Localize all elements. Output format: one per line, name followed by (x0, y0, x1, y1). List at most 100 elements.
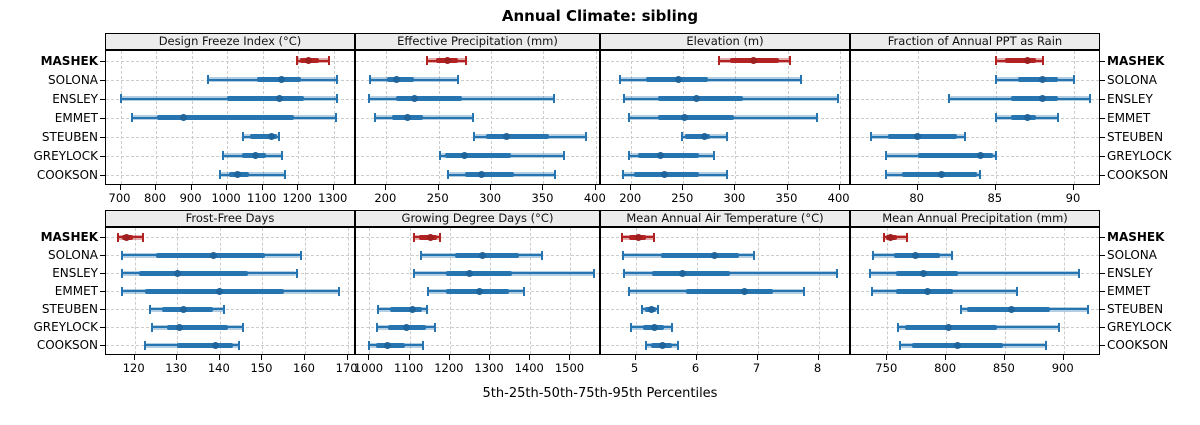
interquartile-band-25-75 (685, 134, 711, 139)
site-label-right-mashek: MASHEK (1107, 53, 1165, 68)
axis-tick-mark (630, 185, 632, 190)
horizontal-gridline (851, 79, 1099, 81)
row-tick-right (1100, 309, 1105, 310)
interquartile-band-25-75 (227, 96, 304, 101)
whisker-cap-high (585, 132, 588, 141)
median-dot (700, 133, 708, 140)
whisker-cap-low (885, 170, 888, 179)
whisker-cap-high (554, 170, 556, 179)
whisker-cap-low (869, 132, 872, 141)
axis-tick-mark (489, 355, 491, 360)
median-dot (976, 152, 984, 159)
figure-title: Annual Climate: sibling (501, 7, 699, 25)
whisker-cap-high (281, 151, 284, 160)
axis-tick-label: 85 (987, 191, 1003, 205)
interquartile-band-25-75 (454, 252, 520, 258)
whisker-cap-low (628, 151, 631, 160)
interquartile-band-25-75 (967, 306, 1050, 312)
axis-tick-label: 1000 (211, 191, 241, 205)
axis-tick-label: 800 (934, 361, 957, 375)
horizontal-gridline (356, 237, 599, 238)
axis-tick-mark (682, 185, 684, 190)
median-dot (656, 152, 664, 159)
site-label-left-greylock: GREYLOCK (33, 320, 99, 334)
median-dot (466, 269, 474, 277)
row-tick-right (1100, 237, 1105, 238)
whisker-cap-high (906, 232, 909, 242)
axis-tick-mark (945, 355, 947, 360)
site-label-right-emmet: EMMET (1107, 110, 1151, 125)
panel-strip-elevation-m: Elevation (m) (600, 33, 850, 50)
whisker-cap-low (373, 113, 376, 122)
horizontal-gridline (356, 345, 599, 346)
interquartile-band-25-75 (177, 342, 233, 348)
horizontal-gridline (851, 255, 1099, 256)
whisker-cap-low (717, 56, 720, 65)
whisker-line (374, 116, 474, 119)
axis-tick-label: 750 (875, 361, 898, 375)
whisker-cap-low (116, 232, 119, 242)
interquartile-band-25-75 (638, 153, 699, 158)
site-label-right-cookson: COOKSON (1107, 167, 1169, 182)
whisker-cap-low (870, 286, 873, 296)
median-dot (912, 251, 919, 259)
site-label-right-greylock: GREYLOCK (1107, 320, 1172, 334)
site-label-right-greylock: GREYLOCK (1107, 148, 1172, 163)
row-tick-left (100, 136, 105, 138)
row-tick-right (1100, 273, 1105, 274)
whisker-cap-high (950, 250, 953, 260)
median-dot (503, 133, 511, 140)
whisker-cap-high (1088, 94, 1091, 103)
axis-tick-label: 160 (293, 361, 315, 375)
axis-tick-mark (817, 355, 819, 360)
whisker-cap-high (836, 268, 839, 278)
whisker-cap-low (447, 170, 450, 179)
site-label-left-solona: SOLONA (48, 248, 98, 262)
whisker-cap-low (218, 170, 221, 179)
whisker-cap-high (671, 322, 674, 332)
median-dot (209, 251, 217, 259)
median-dot (305, 57, 312, 64)
site-label-right-ensley: ENSLEY (1107, 91, 1153, 106)
median-dot (478, 251, 486, 259)
whisker-cap-low (120, 250, 123, 260)
row-tick-right (1100, 136, 1105, 138)
axis-tick-mark (346, 355, 348, 360)
whisker-cap-high (278, 132, 280, 141)
whisker-cap-low (367, 94, 370, 103)
whisker-cap-low (622, 94, 625, 103)
median-dot (251, 152, 259, 159)
panel-effective-precipitation-mm (355, 50, 600, 185)
site-label-right-cookson: COOKSON (1107, 338, 1169, 352)
axis-tick-mark (304, 355, 306, 360)
site-label-left-mashek: MASHEK (40, 53, 98, 68)
row-tick-right (1100, 345, 1105, 346)
panel-fraction-of-annual-ppt-as-rain (850, 50, 1100, 185)
median-dot (635, 233, 643, 241)
row-tick-left (100, 309, 105, 310)
interquartile-band-25-75 (1017, 77, 1059, 82)
whisker-cap-low (620, 232, 623, 242)
whisker-cap-low (206, 75, 209, 84)
row-tick-left (100, 237, 105, 238)
panel-mean-annual-precipitation-mm (850, 227, 1100, 355)
axis-tick-mark (119, 185, 121, 190)
panel-strip-effective-precipitation-mm: Effective Precipitation (mm) (355, 33, 600, 50)
axis-tick-mark (695, 355, 697, 360)
axis-tick-label: 400 (583, 191, 606, 205)
row-tick-left (100, 255, 105, 256)
row-tick-left (100, 79, 105, 81)
row-tick-left (100, 174, 105, 176)
axis-tick-mark (1003, 355, 1005, 360)
median-dot (173, 269, 181, 277)
axis-tick-mark (594, 185, 596, 190)
axis-tick-mark (542, 185, 544, 190)
interquartile-band-25-75 (887, 134, 957, 139)
whisker-cap-high (334, 113, 337, 122)
median-dot (1039, 95, 1047, 102)
row-tick-left (100, 291, 105, 292)
median-dot (679, 269, 686, 277)
interquartile-band-25-75 (387, 77, 414, 82)
whisker-cap-low (144, 340, 147, 350)
